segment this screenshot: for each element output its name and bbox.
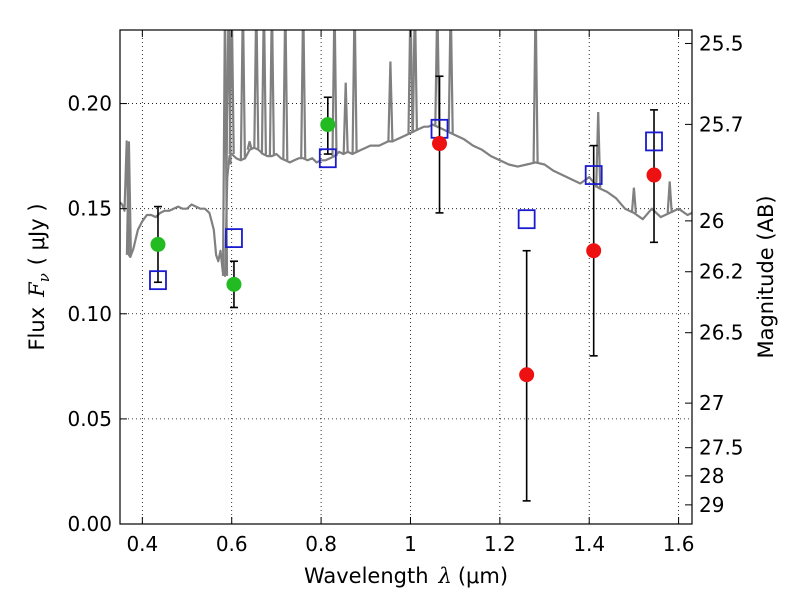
model-emission-line <box>221 30 229 276</box>
x-axis-label-symbol: λ <box>438 564 452 588</box>
model-emission-line <box>331 30 338 157</box>
model-emission-line <box>300 30 307 159</box>
y-tick-label: 0.20 <box>67 92 112 116</box>
x-tick-label: 0.8 <box>305 532 337 556</box>
model-spectrum-line <box>120 123 692 277</box>
right-axis-label: Magnitude (AB) <box>754 195 778 358</box>
red-point <box>586 243 602 259</box>
x-axis-label-text: Wavelength <box>304 564 429 588</box>
data-markers <box>149 117 663 383</box>
green-point <box>150 236 166 252</box>
model-emission-line <box>411 30 418 131</box>
x-tick-label: 1.4 <box>573 532 605 556</box>
right-axis-ticks: 25.5 25.7 26 26.2 26.5 27 27.5 28 29 <box>685 31 744 517</box>
y-axis-label-text: Flux <box>25 307 49 351</box>
right-tick-label: 25.5 <box>699 31 744 55</box>
model-emission-line <box>407 30 414 134</box>
square-marker <box>225 228 243 249</box>
model-emission-line <box>228 30 235 155</box>
model-emission-line <box>253 30 260 149</box>
right-tick-label: 27 <box>699 391 724 415</box>
y-axis-label-unit: ( μJy ) <box>25 203 49 265</box>
model-emission-line <box>268 30 275 157</box>
y-axis-label-symbol: F <box>25 281 49 298</box>
model-emission-line <box>239 30 246 160</box>
model-emission-line <box>630 187 637 213</box>
y-tick-label: 0.15 <box>67 197 112 221</box>
model-emission-line <box>434 30 441 127</box>
grid-lines <box>120 30 692 525</box>
model-emission-line <box>666 181 673 213</box>
model-emission-line <box>282 30 289 161</box>
right-tick-label: 27.5 <box>699 436 744 460</box>
y-axis-label-subscript: ν <box>35 273 53 282</box>
x-tick-label: 1.6 <box>663 532 695 556</box>
square-marker <box>645 131 663 152</box>
right-tick-label: 25.7 <box>699 112 744 136</box>
model-emission-line <box>532 30 539 163</box>
red-point <box>432 136 448 152</box>
square-marker <box>149 270 167 291</box>
model-emission-line <box>387 61 394 142</box>
square-marker <box>584 165 603 185</box>
model-emission-line <box>342 82 349 154</box>
right-tick-label: 26.2 <box>699 260 744 284</box>
square-marker <box>318 148 337 169</box>
y-axis-label: Flux Fν ( μJy ) <box>25 203 53 350</box>
model-emission-line <box>351 30 358 154</box>
x-axis-ticks: 0.4 0.6 0.8 1 1.2 1.4 1.6 <box>126 30 695 556</box>
model-emission-line <box>246 141 253 151</box>
model-spectrum <box>120 30 692 277</box>
red-point <box>519 367 535 383</box>
model-emission-line <box>447 30 454 134</box>
x-tick-label: 0.4 <box>126 532 158 556</box>
model-emission-line <box>595 111 602 188</box>
y-tick-label: 0.10 <box>67 302 112 326</box>
right-tick-label: 26.5 <box>699 321 744 345</box>
red-point <box>646 167 662 183</box>
right-tick-label: 26 <box>699 209 724 233</box>
y-tick-label: 0.05 <box>67 407 112 431</box>
y-axis-ticks: 0.00 0.05 0.10 0.15 0.20 <box>67 92 127 536</box>
x-axis-label: Wavelength λ (μm) <box>304 564 508 588</box>
x-tick-label: 0.6 <box>216 532 248 556</box>
x-tick-label: 1 <box>404 532 417 556</box>
right-tick-label: 28 <box>699 464 724 488</box>
square-marker <box>517 209 536 230</box>
green-point <box>226 276 242 292</box>
x-tick-label: 1.2 <box>484 532 516 556</box>
x-axis-label-unit: (μm) <box>458 564 508 588</box>
plot-frame <box>119 29 693 525</box>
right-tick-label: 29 <box>699 493 724 517</box>
green-point <box>320 117 336 133</box>
model-emission-line <box>260 30 267 155</box>
model-emission-line <box>125 141 132 255</box>
y-tick-label: 0.00 <box>67 512 112 536</box>
